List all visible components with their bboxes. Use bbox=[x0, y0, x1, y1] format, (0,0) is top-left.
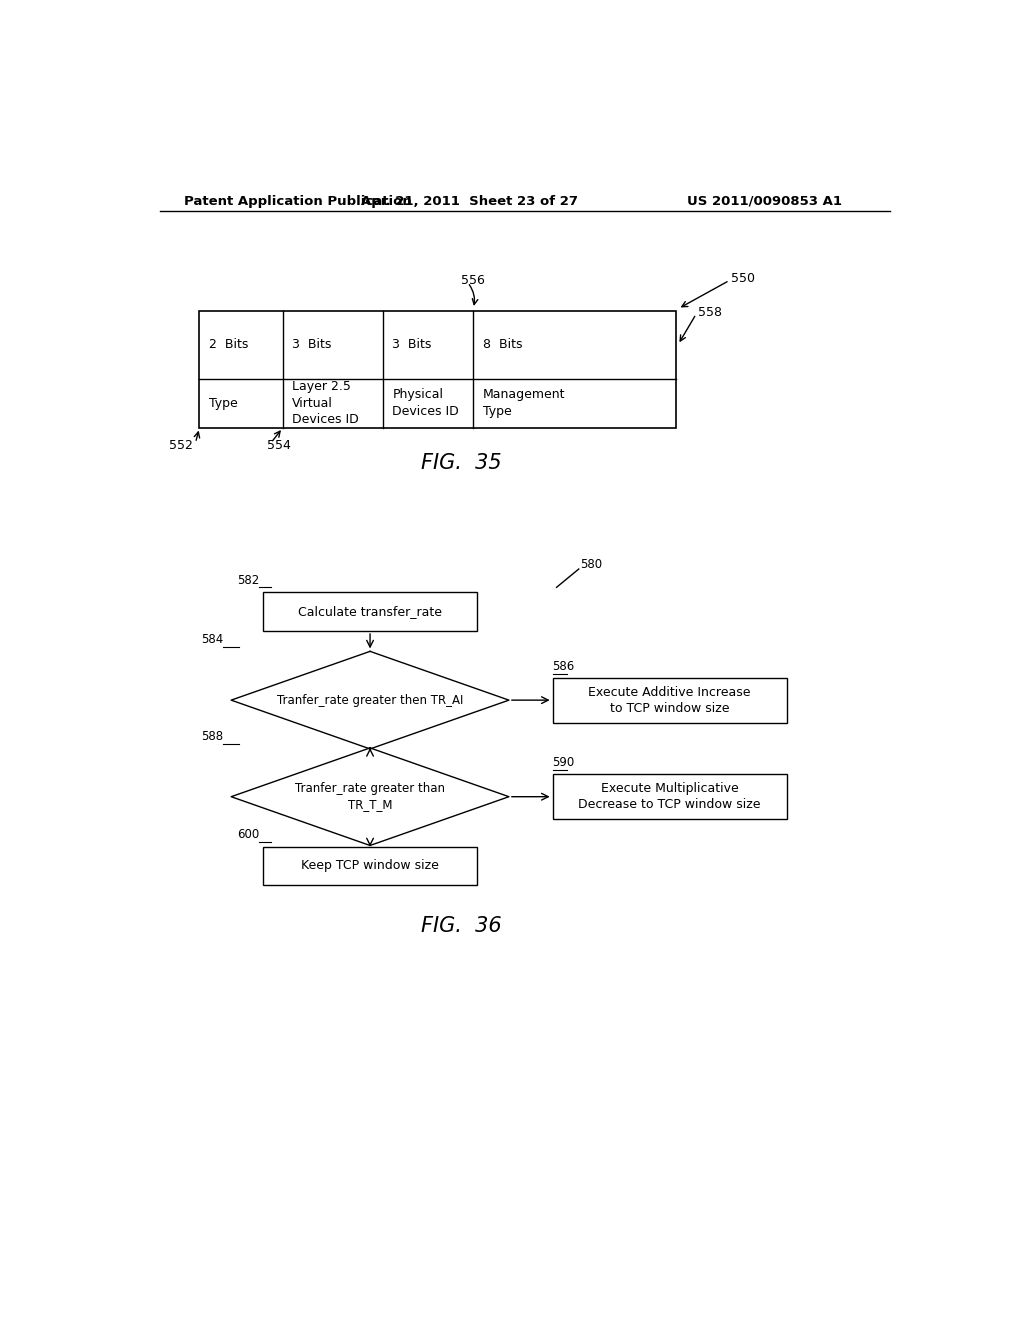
Text: FIG.  35: FIG. 35 bbox=[421, 453, 502, 474]
Text: 552: 552 bbox=[169, 438, 194, 451]
Text: Calculate transfer_rate: Calculate transfer_rate bbox=[298, 605, 442, 618]
Text: Keep TCP window size: Keep TCP window size bbox=[301, 859, 439, 873]
Text: 580: 580 bbox=[581, 558, 602, 572]
Text: 556: 556 bbox=[461, 273, 485, 286]
Text: 550: 550 bbox=[731, 272, 755, 285]
Polygon shape bbox=[231, 748, 509, 846]
Text: Execute Additive Increase
to TCP window size: Execute Additive Increase to TCP window … bbox=[589, 685, 751, 714]
Text: 590: 590 bbox=[553, 756, 574, 770]
Text: FIG.  36: FIG. 36 bbox=[421, 916, 502, 936]
Text: 586: 586 bbox=[553, 660, 574, 673]
Text: 3  Bits: 3 Bits bbox=[392, 338, 432, 351]
Text: 558: 558 bbox=[697, 306, 722, 319]
Text: 3  Bits: 3 Bits bbox=[292, 338, 332, 351]
Bar bbox=[553, 677, 786, 722]
Text: Tranfer_rate greater then TR_AI: Tranfer_rate greater then TR_AI bbox=[276, 693, 463, 706]
Text: 2  Bits: 2 Bits bbox=[209, 338, 249, 351]
Text: 8  Bits: 8 Bits bbox=[482, 338, 522, 351]
Bar bbox=[200, 312, 676, 428]
Polygon shape bbox=[231, 651, 509, 748]
Bar bbox=[263, 593, 477, 631]
Text: Patent Application Publication: Patent Application Publication bbox=[183, 194, 412, 207]
Text: Physical
Devices ID: Physical Devices ID bbox=[392, 388, 459, 418]
Text: 588: 588 bbox=[201, 730, 223, 743]
Text: Execute Multiplicative
Decrease to TCP window size: Execute Multiplicative Decrease to TCP w… bbox=[579, 783, 761, 812]
Text: Tranfer_rate greater than
TR_T_M: Tranfer_rate greater than TR_T_M bbox=[295, 783, 445, 812]
Text: US 2011/0090853 A1: US 2011/0090853 A1 bbox=[687, 194, 842, 207]
Text: 600: 600 bbox=[237, 829, 259, 841]
Text: 554: 554 bbox=[267, 438, 291, 451]
Text: Apr. 21, 2011  Sheet 23 of 27: Apr. 21, 2011 Sheet 23 of 27 bbox=[360, 194, 578, 207]
Text: Management
Type: Management Type bbox=[482, 388, 565, 418]
Bar bbox=[263, 846, 477, 886]
Text: 582: 582 bbox=[237, 574, 259, 587]
Text: 584: 584 bbox=[201, 634, 223, 647]
Bar bbox=[553, 775, 786, 818]
Text: Type: Type bbox=[209, 397, 238, 409]
Text: Layer 2.5
Virtual
Devices ID: Layer 2.5 Virtual Devices ID bbox=[292, 380, 359, 426]
